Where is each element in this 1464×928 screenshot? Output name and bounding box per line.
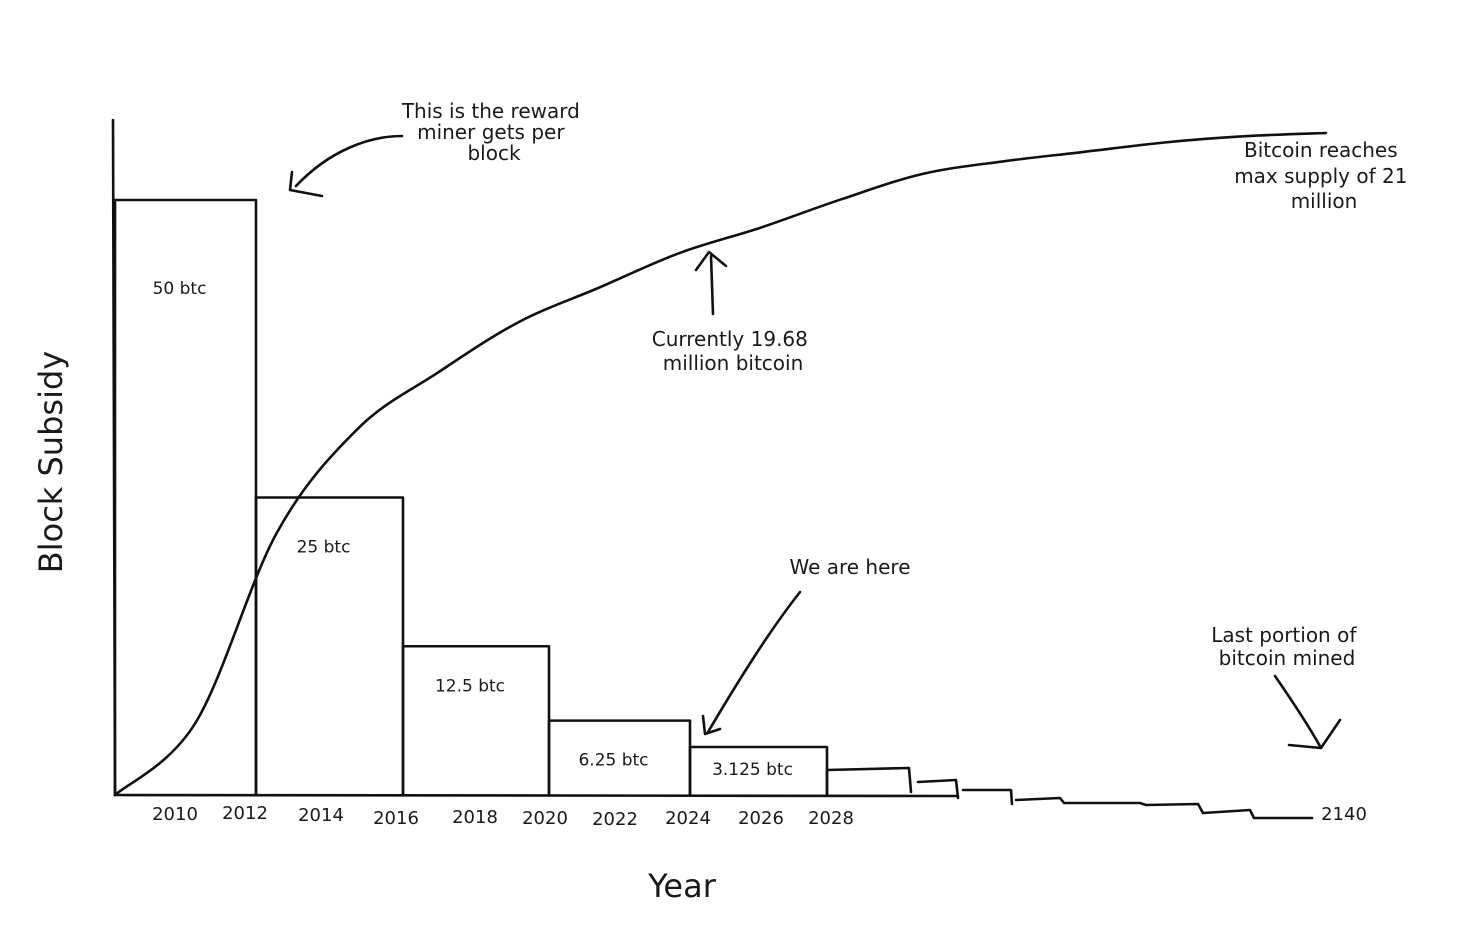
annotation-here-arrow xyxy=(701,590,802,736)
bar-label-1: 25 btc xyxy=(297,538,351,558)
x-tick-labels: 2010 2012 2014 2016 2018 2020 2022 2024 2026 2028… xyxy=(152,803,1367,830)
bar-label-4: 3.125 btc xyxy=(712,760,793,780)
annotation-last-line-1: Last portion of xyxy=(1211,623,1357,647)
x-tick-2010: 2010 xyxy=(152,804,198,825)
annotation-last-portion: Last portion of bitcoin mined xyxy=(1211,623,1362,750)
bars-group xyxy=(113,198,829,797)
annotation-here-line-1: We are here xyxy=(789,555,910,579)
x-tick-2026: 2026 xyxy=(738,808,784,829)
annotation-we-are-here: We are here xyxy=(701,555,911,736)
bar-2 xyxy=(401,644,551,797)
annotation-last-line-2: bitcoin mined xyxy=(1219,646,1356,670)
bar-label-0: 50 btc xyxy=(153,279,207,299)
annotation-last-arrow xyxy=(1273,674,1342,750)
annotation-supply-line-1: Currently 19.68 xyxy=(652,327,808,351)
annotation-current-supply: Currently 19.68 million bitcoin xyxy=(652,250,814,375)
subsidy-tail-steps xyxy=(825,766,1314,820)
bar-labels-group: 50 btc 25 btc 12.5 btc 6.25 btc 3.125 btc xyxy=(153,279,793,780)
annotation-reward-line-1: This is the reward xyxy=(401,99,580,123)
x-tick-2022: 2022 xyxy=(592,809,638,830)
x-tick-2016: 2016 xyxy=(373,808,419,829)
annotation-supply-arrow xyxy=(694,250,728,316)
annotation-max-line-3: million xyxy=(1291,189,1358,213)
svg-text:Last portion of bitcoin: Last portion of bitcoin mined xyxy=(1211,623,1362,670)
supply-curve xyxy=(113,131,1328,797)
x-tick-2024: 2024 xyxy=(665,808,711,829)
annotation-max-line-2: max supply of 21 xyxy=(1234,164,1407,188)
x-tick-2020: 2020 xyxy=(522,808,568,829)
annotation-reward-line-3: block xyxy=(467,141,520,165)
annotation-max-line-1: Bitcoin reaches xyxy=(1244,138,1398,162)
svg-text:Bitcoin reaches max supp: Bitcoin reaches max supply of 21 million xyxy=(1234,138,1414,213)
x-axis-title: Year xyxy=(647,867,717,905)
annotation-reward-line-2: miner gets per xyxy=(417,120,565,144)
bar-label-3: 6.25 btc xyxy=(578,751,648,771)
bar-label-2: 12.5 btc xyxy=(435,676,505,696)
svg-text:We are here: We are here xyxy=(789,555,910,579)
x-tick-2014: 2014 xyxy=(298,805,344,826)
annotation-max-supply: Bitcoin reaches max supply of 21 million xyxy=(1234,138,1414,213)
x-tick-2140: 2140 xyxy=(1321,804,1367,825)
annotation-reward-per-block: This is the reward miner gets per block xyxy=(288,99,586,198)
y-axis-title: Block Subsidy xyxy=(32,351,70,573)
x-axis-line xyxy=(113,793,960,798)
svg-text:This is the reward miner: This is the reward miner gets per block xyxy=(401,99,586,165)
annotation-reward-arrow xyxy=(288,134,404,198)
annotation-supply-line-2: million bitcoin xyxy=(663,351,804,375)
x-tick-2012: 2012 xyxy=(222,803,268,824)
x-tick-2028: 2028 xyxy=(808,808,854,829)
x-tick-2018: 2018 xyxy=(452,807,498,828)
svg-text:Currently 19.68 million: Currently 19.68 million bitcoin xyxy=(652,327,814,375)
